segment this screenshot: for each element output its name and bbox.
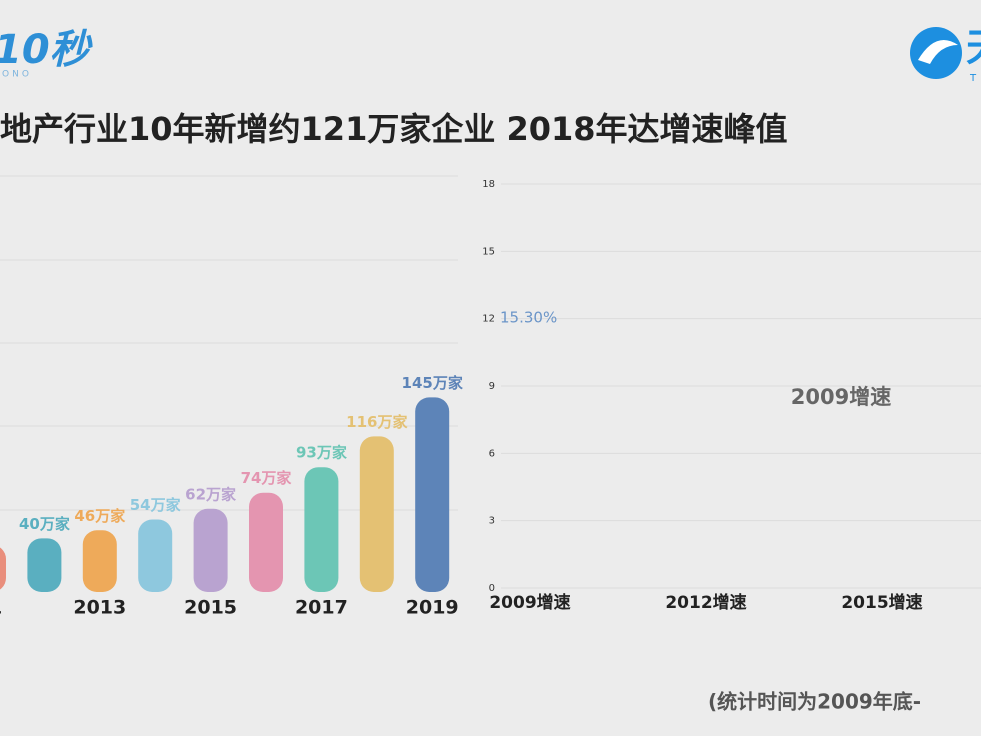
x-tick-label: 2013 [73, 597, 126, 619]
value-label: 145万家 [402, 374, 463, 392]
value-label: 62万家 [185, 485, 236, 503]
brand-sub: T [969, 73, 977, 84]
bar [138, 519, 173, 592]
value-label: 116万家 [346, 413, 407, 431]
bar [249, 492, 283, 592]
y-tick-label: 0 [489, 583, 495, 594]
bar [304, 467, 339, 592]
value-label: 46万家 [74, 507, 125, 525]
y-tick-label: 3 [489, 516, 495, 527]
value-label: 15.30% [500, 309, 557, 327]
value-label: 54万家 [130, 496, 181, 514]
bar [359, 436, 394, 592]
bar [193, 508, 228, 592]
brand-icon-swirl [918, 40, 958, 64]
bar [0, 547, 6, 590]
x-tick-label: 2015 [184, 597, 237, 619]
x-tick-label: 11 [0, 597, 2, 619]
x-tick-label: 2009增速 [489, 592, 570, 613]
footnote: (统计时间为2009年底- [708, 690, 921, 714]
y-tick-label: 12 [482, 314, 495, 325]
annotation: 2009增速 [791, 385, 891, 409]
brand: 天 [966, 26, 981, 70]
y-tick-label: 15 [482, 246, 495, 257]
bar [27, 538, 62, 592]
x-tick-label: 2012增速 [665, 592, 746, 613]
value-label: 40万家 [19, 515, 70, 533]
x-tick-label: 2019 [406, 597, 459, 619]
bar [82, 530, 117, 592]
bar [415, 397, 450, 592]
logo-sub: ONO [2, 70, 32, 80]
y-tick-label: 6 [489, 448, 495, 459]
logo: 10秒 [0, 27, 93, 73]
x-tick-label: 2017 [295, 597, 348, 619]
x-tick-label: 2015增速 [841, 592, 922, 613]
y-tick-label: 18 [482, 179, 495, 190]
title: 地产行业10年新增约121万家企业 2018年达增速峰值 [0, 110, 788, 148]
value-label: 74万家 [241, 469, 292, 487]
value-label: 93万家 [296, 444, 347, 462]
y-tick-label: 9 [489, 381, 495, 392]
